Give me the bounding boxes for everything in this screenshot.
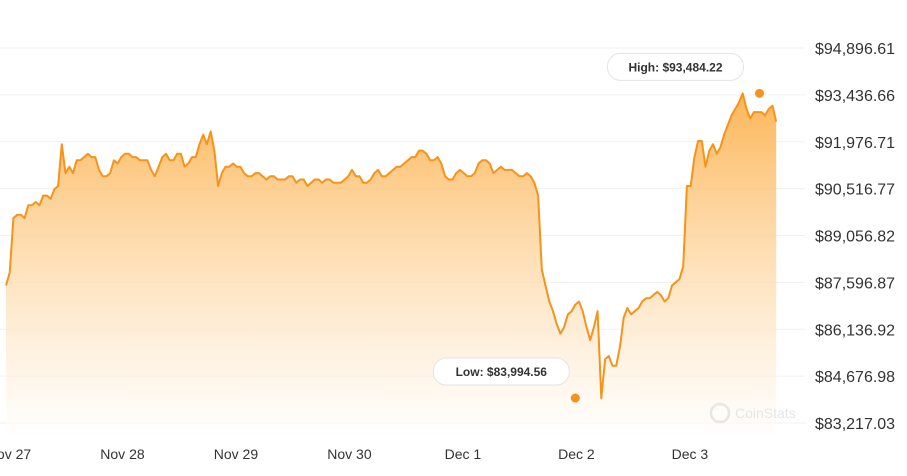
low-callout-label: Low: $83,994.56 xyxy=(456,365,548,379)
coinstats-logo-icon xyxy=(709,402,731,424)
low-dot xyxy=(570,393,580,403)
watermark-text: CoinStats xyxy=(735,405,796,421)
price-area xyxy=(6,93,777,441)
low-callout: Low: $83,994.56 xyxy=(432,357,580,403)
y-tick-label: $84,676.98 xyxy=(815,369,895,386)
x-axis-ticks: Nov 27 Nov 28 Nov 29 Nov 30 Dec 1 Dec 2 Dec 3 xyxy=(0,446,708,462)
x-tick-label: Nov 30 xyxy=(327,446,372,462)
series-line xyxy=(5,92,778,400)
x-tick-label: Nov 29 xyxy=(214,446,259,462)
x-tick-label: Nov 28 xyxy=(100,446,145,462)
y-axis-ticks: $94,896.61 $93,436.66 $91,976.71 $90,516.77… xyxy=(815,41,895,433)
extreme-markers: High: $93,484.22 Low: $83,994.56 xyxy=(432,52,764,403)
y-tick-label: $93,436.66 xyxy=(815,88,895,105)
y-tick-label: $87,596.87 xyxy=(815,275,895,292)
area-fill xyxy=(6,93,777,441)
y-tick-label: $86,136.92 xyxy=(815,322,895,339)
high-callout-box xyxy=(606,52,744,81)
high-callout-label: High: $93,484.22 xyxy=(628,60,722,74)
x-tick-label: Dec 3 xyxy=(672,446,709,462)
y-tick-label: $90,516.77 xyxy=(815,182,895,199)
y-tick-label: $89,056.82 xyxy=(815,229,895,246)
low-callout-box xyxy=(432,357,570,386)
x-tick-label: Dec 2 xyxy=(558,446,595,462)
y-tick-label: $94,896.61 xyxy=(815,41,895,58)
x-tick-label: Dec 1 xyxy=(445,446,482,462)
y-tick-label: $91,976.71 xyxy=(815,135,895,152)
y-tick-label: $83,217.03 xyxy=(815,416,895,433)
price-line xyxy=(5,92,778,400)
high-dot xyxy=(754,88,764,98)
watermark: CoinStats xyxy=(709,402,796,424)
x-tick-label: Nov 27 xyxy=(0,446,31,462)
high-callout: High: $93,484.22 xyxy=(606,52,764,98)
